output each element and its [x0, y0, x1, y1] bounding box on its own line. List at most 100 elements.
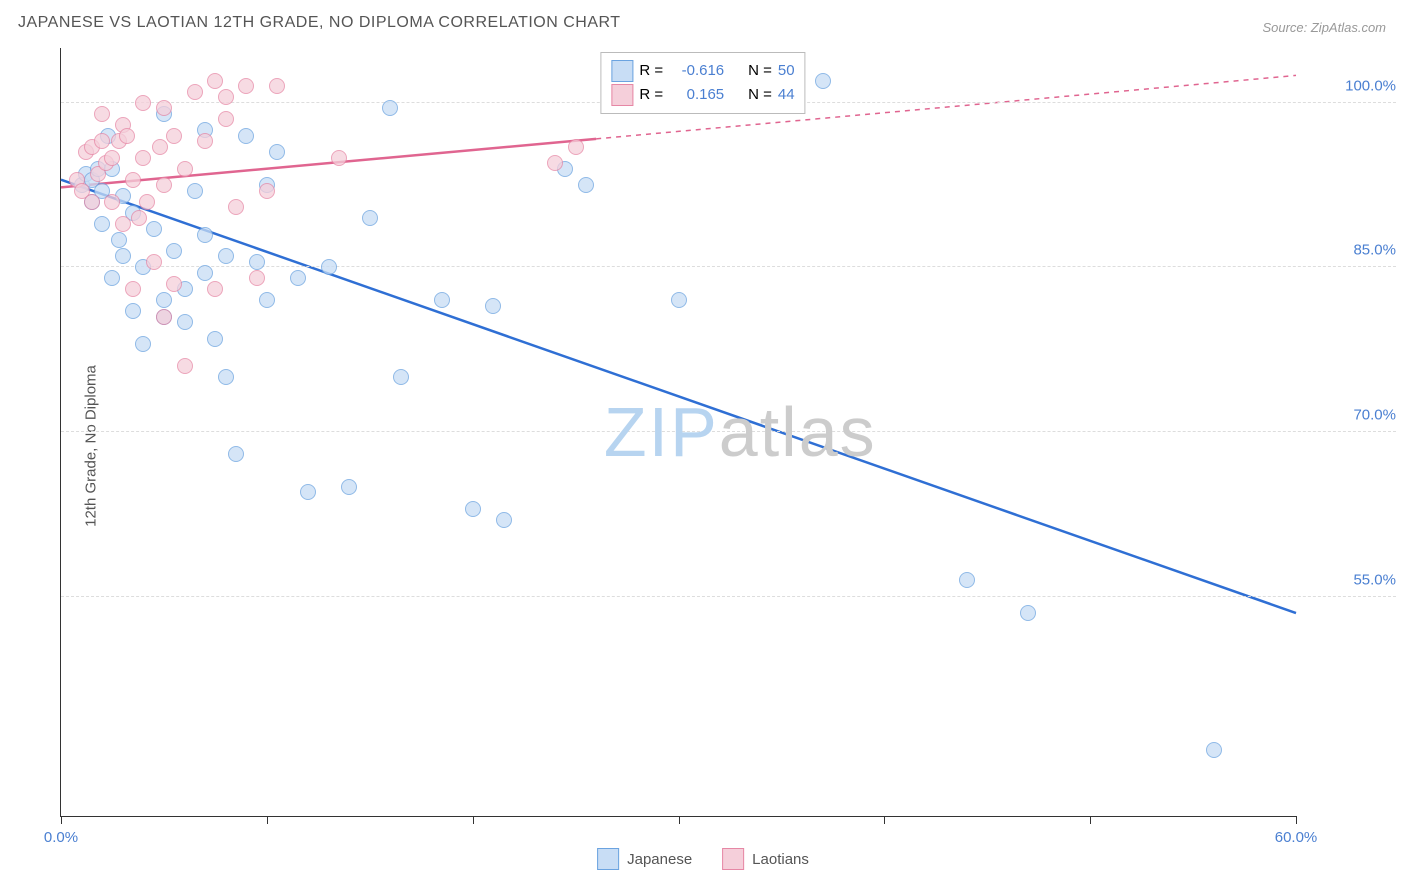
- r-label: R =: [639, 83, 663, 107]
- trend-lines: [61, 48, 1296, 816]
- data-point: [152, 139, 168, 155]
- data-point: [218, 248, 234, 264]
- data-point: [156, 100, 172, 116]
- data-point: [959, 572, 975, 588]
- data-point: [104, 270, 120, 286]
- data-point: [104, 194, 120, 210]
- data-point: [269, 78, 285, 94]
- data-point: [465, 501, 481, 517]
- data-point: [119, 128, 135, 144]
- data-point: [228, 199, 244, 215]
- r-value-japanese: -0.616: [669, 59, 724, 83]
- x-tick: [1296, 816, 1297, 824]
- data-point: [238, 78, 254, 94]
- y-tick-label: 55.0%: [1311, 571, 1396, 588]
- data-point: [166, 243, 182, 259]
- x-tick: [267, 816, 268, 824]
- data-point: [146, 254, 162, 270]
- data-point: [125, 172, 141, 188]
- data-point: [547, 155, 563, 171]
- data-point: [135, 150, 151, 166]
- correlation-chart: JAPANESE VS LAOTIAN 12TH GRADE, NO DIPLO…: [0, 0, 1406, 892]
- data-point: [331, 150, 347, 166]
- data-point: [94, 216, 110, 232]
- stats-legend: R = -0.616 N = 50 R = 0.165 N = 44: [600, 52, 805, 114]
- legend-label-japanese: Japanese: [627, 851, 692, 868]
- x-tick: [1090, 816, 1091, 824]
- data-point: [249, 254, 265, 270]
- data-point: [382, 100, 398, 116]
- stats-row-japanese: R = -0.616 N = 50: [611, 59, 794, 83]
- data-point: [568, 139, 584, 155]
- data-point: [496, 512, 512, 528]
- x-tick: [679, 816, 680, 824]
- swatch-japanese: [611, 60, 633, 82]
- data-point: [393, 369, 409, 385]
- data-point: [362, 210, 378, 226]
- data-point: [177, 358, 193, 374]
- data-point: [177, 161, 193, 177]
- data-point: [341, 479, 357, 495]
- data-point: [156, 292, 172, 308]
- stats-row-laotians: R = 0.165 N = 44: [611, 83, 794, 107]
- series-legend: Japanese Laotians: [597, 848, 809, 870]
- y-tick-label: 85.0%: [1311, 242, 1396, 259]
- legend-item-japanese: Japanese: [597, 848, 692, 870]
- swatch-japanese: [597, 848, 619, 870]
- data-point: [218, 369, 234, 385]
- data-point: [485, 298, 501, 314]
- chart-title: JAPANESE VS LAOTIAN 12TH GRADE, NO DIPLO…: [18, 14, 621, 32]
- n-label: N =: [748, 83, 772, 107]
- data-point: [115, 216, 131, 232]
- data-point: [187, 183, 203, 199]
- data-point: [259, 183, 275, 199]
- data-point: [300, 484, 316, 500]
- data-point: [156, 177, 172, 193]
- data-point: [166, 276, 182, 292]
- watermark: ZIPatlas: [604, 392, 877, 472]
- data-point: [290, 270, 306, 286]
- data-point: [207, 331, 223, 347]
- data-point: [125, 281, 141, 297]
- data-point: [207, 73, 223, 89]
- plot-area: ZIPatlas 55.0%70.0%85.0%100.0%0.0%60.0%: [60, 48, 1296, 817]
- data-point: [156, 309, 172, 325]
- data-point: [135, 336, 151, 352]
- data-point: [139, 194, 155, 210]
- data-point: [218, 111, 234, 127]
- data-point: [218, 89, 234, 105]
- gridline: [61, 431, 1396, 432]
- n-value-japanese: 50: [778, 59, 795, 83]
- r-value-laotians: 0.165: [669, 83, 724, 107]
- x-tick: [473, 816, 474, 824]
- watermark-atlas: atlas: [719, 393, 877, 471]
- legend-label-laotians: Laotians: [752, 851, 809, 868]
- data-point: [146, 221, 162, 237]
- data-point: [434, 292, 450, 308]
- data-point: [166, 128, 182, 144]
- data-point: [1020, 605, 1036, 621]
- data-point: [187, 84, 203, 100]
- data-point: [135, 95, 151, 111]
- data-point: [578, 177, 594, 193]
- n-value-laotians: 44: [778, 83, 795, 107]
- legend-item-laotians: Laotians: [722, 848, 809, 870]
- data-point: [131, 210, 147, 226]
- gridline: [61, 596, 1396, 597]
- data-point: [1206, 742, 1222, 758]
- data-point: [94, 106, 110, 122]
- r-label: R =: [639, 59, 663, 83]
- chart-source: Source: ZipAtlas.com: [1262, 20, 1386, 35]
- data-point: [671, 292, 687, 308]
- data-point: [94, 133, 110, 149]
- x-tick: [61, 816, 62, 824]
- x-tick: [884, 816, 885, 824]
- y-tick-label: 100.0%: [1311, 77, 1396, 94]
- data-point: [177, 314, 193, 330]
- data-point: [197, 227, 213, 243]
- y-tick-label: 70.0%: [1311, 407, 1396, 424]
- data-point: [207, 281, 223, 297]
- x-tick-label: 60.0%: [1275, 829, 1318, 846]
- data-point: [238, 128, 254, 144]
- swatch-laotians: [722, 848, 744, 870]
